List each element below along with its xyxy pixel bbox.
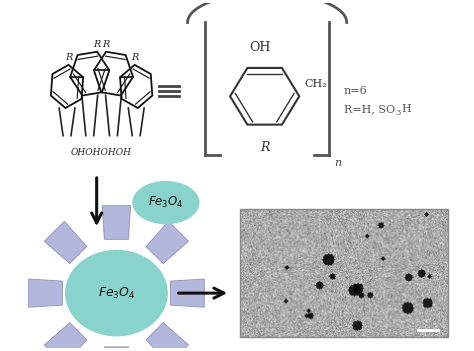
Polygon shape: [45, 323, 87, 351]
Ellipse shape: [65, 250, 168, 336]
Polygon shape: [171, 279, 204, 307]
Text: CH₂: CH₂: [304, 79, 327, 90]
Text: R: R: [102, 40, 110, 49]
Text: $Fe_3O_4$: $Fe_3O_4$: [98, 286, 135, 301]
Text: R: R: [93, 40, 101, 49]
Text: n=6: n=6: [344, 86, 367, 97]
Polygon shape: [28, 279, 63, 307]
Polygon shape: [146, 323, 189, 351]
Text: $Fe_3O_4$: $Fe_3O_4$: [148, 195, 183, 210]
Text: 3: 3: [395, 109, 401, 117]
Text: R: R: [65, 53, 72, 62]
Polygon shape: [102, 206, 131, 239]
Text: OH: OH: [249, 41, 271, 54]
Ellipse shape: [132, 181, 200, 224]
Polygon shape: [146, 221, 189, 264]
Text: H: H: [401, 104, 411, 114]
Text: R=H, SO: R=H, SO: [344, 104, 395, 114]
Text: OHOHOHOH: OHOHOHOH: [71, 148, 132, 158]
Polygon shape: [102, 347, 131, 351]
Text: R: R: [131, 53, 138, 62]
Bar: [240, 210, 447, 337]
Polygon shape: [45, 221, 87, 264]
Text: n: n: [334, 158, 341, 168]
Text: R: R: [260, 140, 269, 153]
